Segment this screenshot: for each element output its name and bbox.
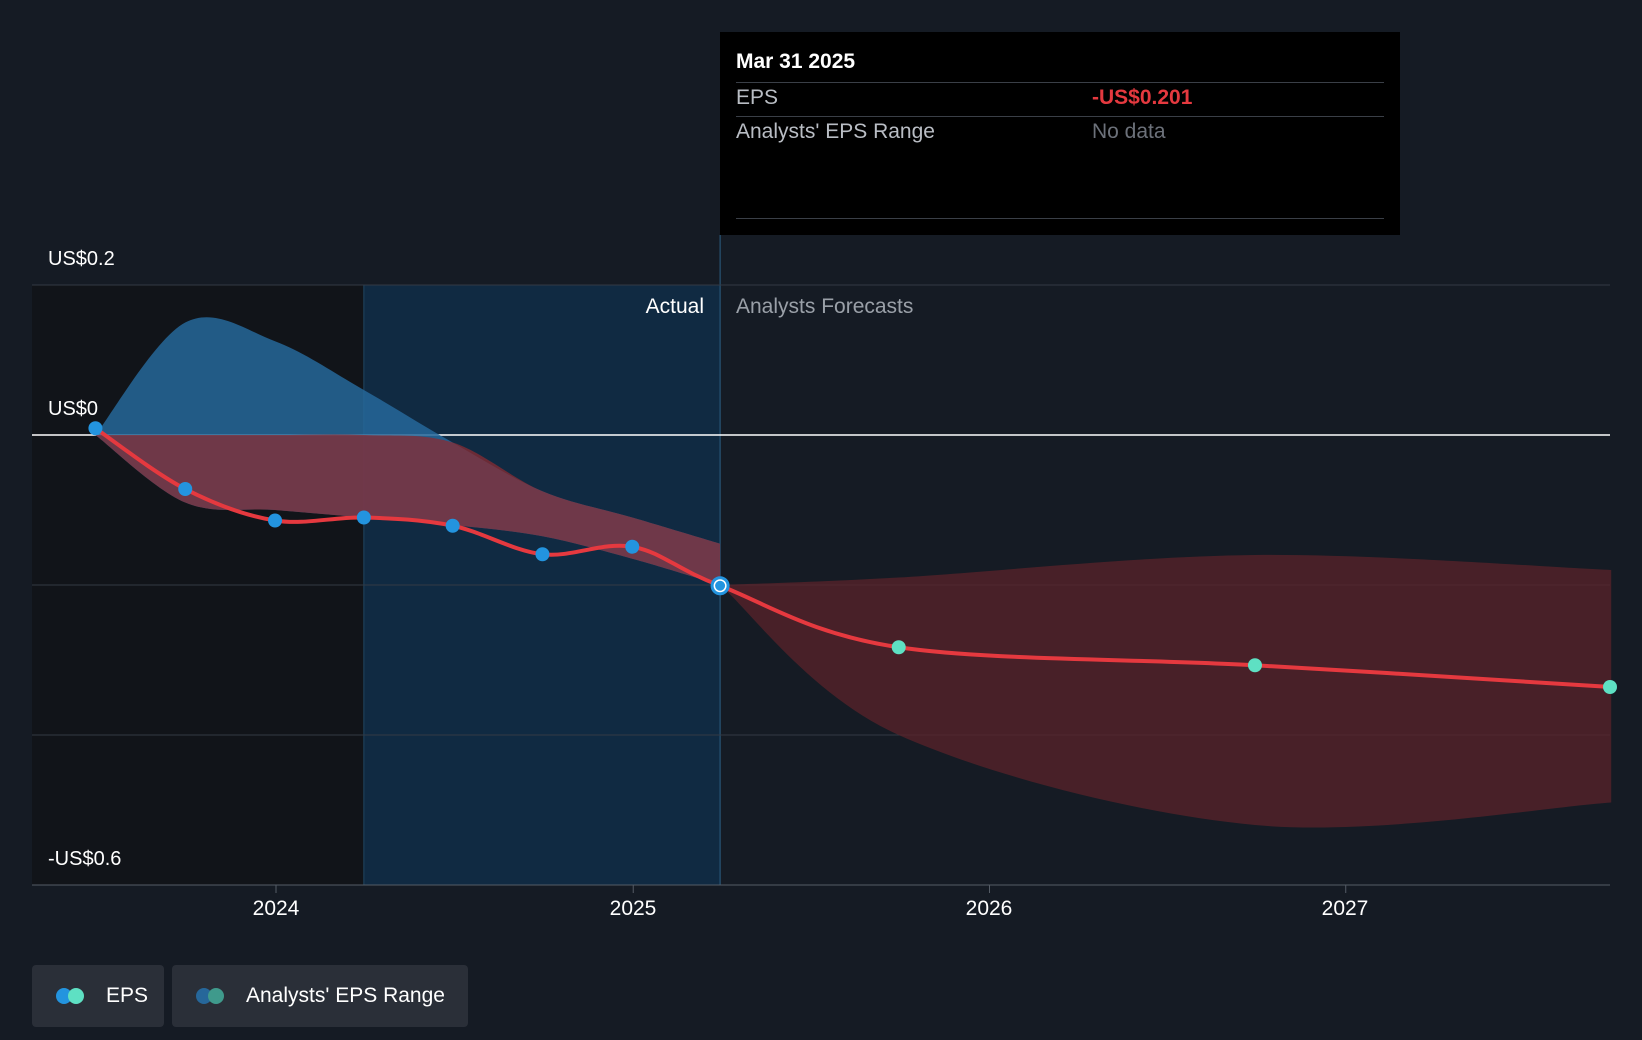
y-axis-zero-label: US$0	[48, 398, 99, 420]
eps-legend-icon	[56, 987, 90, 1005]
legend-eps-label: EPS	[106, 984, 149, 1007]
eps-actual-point	[445, 518, 460, 533]
range-area-actual-negative	[95, 434, 721, 585]
y-axis-bottom-label: -US$0.6	[48, 848, 122, 870]
tooltip-divider	[736, 82, 1384, 83]
tooltip-date: Mar 31 2025	[736, 50, 856, 73]
tooltip-range-value: No data	[1092, 120, 1166, 143]
y-axis-top-label: US$0.2	[48, 248, 115, 270]
x-tick-label: 2025	[609, 897, 657, 920]
range-area-forecast	[720, 554, 1612, 828]
tooltip-eps-key: EPS	[736, 86, 779, 109]
forecast-region-label: Analysts Forecasts	[736, 295, 914, 318]
eps-actual-point	[178, 482, 193, 496]
legend-range-button[interactable]: Analysts' EPS Range	[172, 965, 468, 1027]
legend-range-label: Analysts' EPS Range	[246, 984, 445, 1007]
tooltip-divider	[736, 116, 1384, 117]
eps-actual-point	[625, 539, 640, 554]
eps-actual-point	[356, 510, 371, 525]
x-tick-label: 2024	[252, 897, 300, 920]
eps-actual-point	[268, 513, 283, 528]
legend-eps-button[interactable]: EPS	[32, 965, 164, 1027]
eps-actual-point	[88, 421, 103, 436]
x-tick-label: 2027	[1321, 897, 1369, 920]
eps-forecast-point	[1247, 658, 1262, 673]
tooltip-divider	[736, 218, 1384, 219]
eps-forecast-point	[1603, 680, 1617, 694]
eps-forecast-point	[891, 640, 906, 655]
x-tick-label: 2026	[965, 897, 1013, 920]
eps-actual-point	[535, 547, 550, 562]
data-tooltip: Mar 31 2025 EPS -US$0.201 Analysts' EPS …	[720, 32, 1400, 235]
tooltip-eps-value: -US$0.201	[1092, 86, 1193, 109]
tooltip-range-key: Analysts' EPS Range	[736, 120, 935, 143]
range-legend-icon	[196, 987, 230, 1005]
actual-region-label: Actual	[645, 295, 704, 318]
eps-highlight-point-core	[715, 580, 726, 591]
